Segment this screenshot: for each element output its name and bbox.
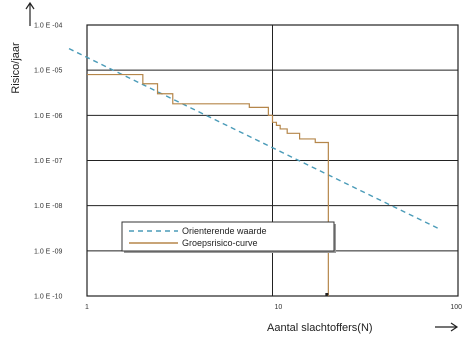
y-tick-label: 1.0 E -07 [34, 158, 63, 165]
y-tick-label: 1.0 E -04 [34, 23, 63, 30]
y-tick-label: 1.0 E -05 [34, 68, 63, 75]
y-tick-label: 1.0 E -08 [34, 203, 63, 210]
x-tick-label: 1 [85, 304, 89, 311]
curve-end-marker [325, 293, 329, 296]
legend-box [121, 221, 335, 252]
series-line-orienterende-waarde [68, 47, 441, 230]
plot-frame [86, 24, 459, 297]
y-axis-title: Risico/jaar [10, 42, 22, 94]
y-tick-label: 1.0 E -06 [34, 113, 63, 120]
y-axis-arrow-icon [25, 1, 35, 10]
x-tick-label: 10 [275, 304, 283, 311]
y-tick-label: 1.0 E -10 [34, 294, 63, 301]
x-tick-label: 100 [450, 304, 462, 311]
x-axis-title: Aantal slachtoffers(N) [267, 322, 373, 334]
x-axis-arrow-icon [450, 322, 459, 332]
legend-label: Orienterende waarde [182, 226, 267, 236]
series-line-groepsrisico-curve [87, 73, 329, 296]
y-tick-label: 1.0 E -09 [34, 248, 63, 255]
legend-label: Groepsrisico-curve [182, 238, 258, 248]
